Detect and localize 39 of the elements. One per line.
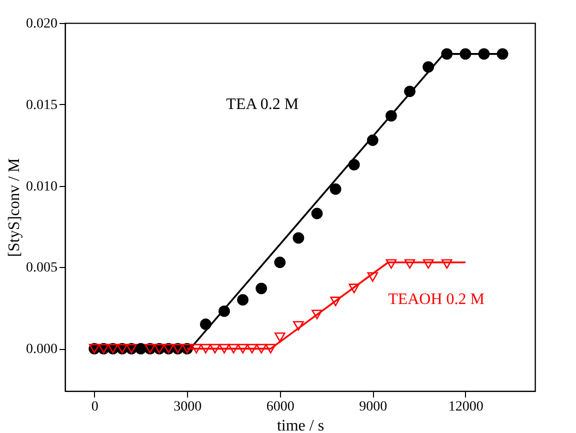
point	[367, 272, 378, 282]
x-tick-label: 9000	[359, 400, 388, 414]
point	[218, 344, 230, 354]
annotation: TEA 0.2 M	[226, 96, 299, 113]
point	[293, 321, 304, 331]
x-tick-label: 6000	[266, 400, 294, 414]
point	[265, 344, 276, 354]
point	[256, 344, 267, 354]
point	[228, 344, 239, 354]
y-axis-title: [StyS]conv / M	[6, 158, 23, 257]
point	[292, 232, 304, 244]
point	[330, 296, 341, 306]
x-tick-label: 3000	[174, 400, 202, 414]
y-tick-label: 0.010	[26, 179, 58, 194]
point	[311, 208, 323, 220]
y-tick-label: 0.005	[26, 260, 58, 276]
y-tick-label: 0.000	[26, 342, 58, 358]
point	[256, 282, 268, 294]
x-tick-label: 12000	[448, 400, 484, 414]
point	[422, 259, 434, 269]
point	[274, 332, 286, 342]
point	[348, 284, 360, 294]
point	[404, 259, 416, 269]
point	[237, 344, 248, 354]
point	[386, 259, 397, 269]
x-axis-title: time / s	[276, 418, 324, 433]
point	[274, 256, 286, 268]
point	[441, 259, 452, 269]
y-tick-label: 0.020	[26, 16, 58, 32]
x-tick-label: 0	[91, 400, 98, 414]
point	[246, 344, 258, 354]
point	[312, 310, 322, 320]
point	[191, 344, 202, 354]
point	[200, 344, 212, 354]
point	[237, 294, 248, 306]
point	[330, 183, 342, 195]
y-tick-label: 0.015	[26, 98, 58, 113]
point	[210, 344, 220, 354]
annotation: TEAOH 0.2 M	[388, 291, 485, 308]
